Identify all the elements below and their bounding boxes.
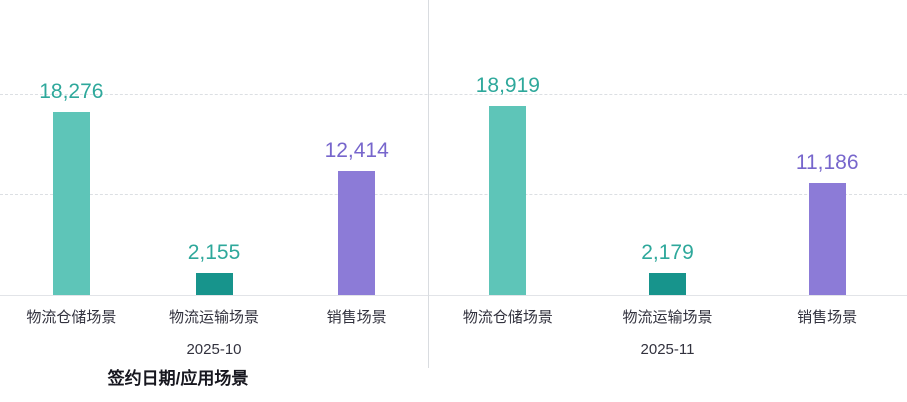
bar-column: 18,919	[428, 0, 588, 295]
bar-value-label: 12,414	[324, 138, 389, 162]
bar-value-label: 2,155	[187, 241, 241, 265]
x-axis-title: 签约日期/应用场景	[107, 369, 249, 388]
category-label: 物流仓储场景	[462, 309, 553, 326]
bar-column: 11,186	[747, 0, 907, 295]
category-label: 物流运输场景	[169, 309, 260, 326]
bar[interactable]	[808, 183, 846, 295]
bar[interactable]	[649, 273, 686, 295]
bar-value-label: 18,919	[475, 73, 540, 97]
bars-row: 18,276 2,155 12,414	[0, 0, 428, 295]
chart-group-2025-10: 18,276 2,155 12,414 物流仓储场景 物流运输场景 销售场景 2025-…	[0, 0, 428, 358]
bar-column: 2,179	[588, 0, 748, 295]
x-axis-line	[0, 295, 907, 296]
bar-value-label: 11,186	[795, 151, 859, 175]
bar[interactable]	[338, 170, 376, 295]
bar[interactable]	[195, 273, 233, 295]
chart-group-2025-11: 18,919 2,179 11,186 物流仓储场景 物流运输场景 销售场景 2025-…	[428, 0, 907, 358]
group-date-label: 2025-10	[186, 341, 242, 358]
category-label: 销售场景	[326, 309, 387, 326]
bar-column: 12,414	[285, 0, 428, 295]
category-label: 销售场景	[797, 309, 858, 326]
group-divider-line	[428, 0, 429, 368]
bar-column: 2,155	[143, 0, 286, 295]
bar[interactable]	[52, 112, 90, 295]
category-labels-row: 物流仓储场景 物流运输场景 销售场景	[0, 306, 428, 327]
chart-panels: 18,276 2,155 12,414 物流仓储场景 物流运输场景 销售场景 2025-…	[0, 0, 907, 358]
category-label: 物流仓储场景	[26, 309, 117, 326]
bar[interactable]	[489, 105, 527, 295]
group-date-label: 2025-11	[640, 341, 695, 358]
category-label: 物流运输场景	[622, 309, 713, 326]
category-labels-row: 物流仓储场景 物流运输场景 销售场景	[428, 306, 907, 327]
bars-row: 18,919 2,179 11,186	[428, 0, 907, 295]
bar-value-label: 18,276	[39, 80, 104, 104]
bar-value-label: 2,179	[641, 241, 694, 265]
bar-column: 18,276	[0, 0, 143, 295]
